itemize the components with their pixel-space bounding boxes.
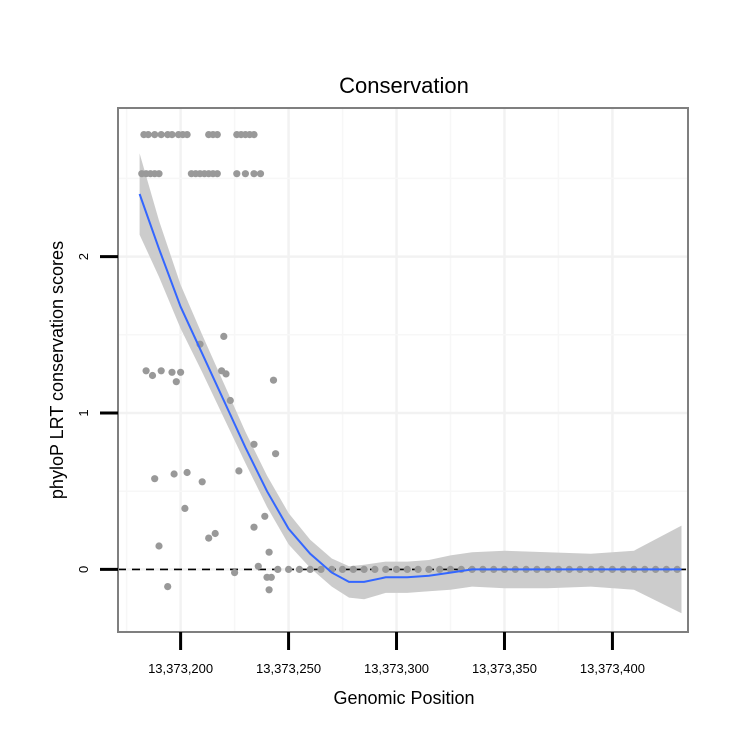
data-point (213, 131, 221, 139)
x-tick-label: 13,373,250 (256, 661, 321, 676)
x-axis: 13,373,200 13,373,250 13,373,300 13,373,350… (148, 632, 645, 676)
plot-panel (117, 107, 689, 633)
data-point (211, 529, 219, 538)
data-point (446, 565, 455, 574)
data-point (371, 565, 379, 574)
grid (118, 108, 688, 632)
data-point (142, 367, 150, 375)
data-point (265, 548, 273, 556)
data-point (157, 131, 165, 139)
data-point (233, 170, 241, 178)
y-axis-label: phyloP LRT conservation scores (47, 241, 67, 499)
data-point (382, 565, 390, 574)
data-point (295, 565, 303, 574)
data-point (198, 478, 206, 486)
data-point (172, 378, 180, 386)
confidence-band (139, 153, 682, 614)
data-point (155, 170, 163, 178)
x-tick-label: 13,373,400 (580, 661, 645, 676)
data-point (170, 470, 178, 478)
data-point (254, 562, 262, 570)
data-point (403, 565, 411, 574)
x-axis-label: Genomic Position (333, 688, 474, 708)
data-point (213, 170, 221, 178)
data-point (250, 440, 258, 448)
chart-title: Conservation (339, 73, 469, 98)
data-point (226, 396, 234, 405)
y-tick-label: 1 (76, 409, 91, 416)
data-point (183, 131, 191, 139)
data-point (274, 565, 282, 574)
data-point (414, 565, 422, 574)
data-point (222, 370, 230, 378)
data-point (360, 565, 368, 574)
data-point (183, 468, 191, 477)
data-point (306, 565, 314, 574)
data-point (148, 371, 157, 380)
y-axis: 0 1 2 (76, 253, 118, 573)
data-point (177, 368, 185, 376)
data-point (261, 512, 269, 520)
data-point (269, 376, 278, 384)
y-tick-label: 2 (76, 253, 91, 260)
data-point (164, 583, 172, 591)
data-point (317, 565, 325, 574)
data-point (168, 131, 176, 139)
data-point (181, 504, 189, 512)
data-point (231, 569, 239, 577)
panel-border (117, 107, 689, 633)
data-point (338, 565, 347, 574)
data-point (436, 565, 444, 574)
data-point (250, 131, 258, 139)
data-point (168, 368, 176, 376)
data-point (144, 131, 152, 139)
data-point (392, 565, 401, 574)
data-point (205, 534, 213, 542)
data-point (157, 367, 165, 375)
x-tick-label: 13,373,200 (148, 661, 213, 676)
data-point (425, 565, 433, 574)
data-point (285, 565, 293, 574)
x-tick-label: 13,373,350 (472, 661, 537, 676)
data-point (265, 586, 273, 594)
y-tick-label: 0 (76, 566, 91, 573)
data-point (349, 565, 357, 574)
data-point (250, 523, 258, 531)
data-point (235, 467, 243, 475)
data-point (241, 170, 249, 178)
data-point (250, 170, 258, 178)
data-point (256, 170, 265, 178)
data-point (155, 542, 163, 550)
data-point (267, 573, 275, 581)
data-point (272, 450, 280, 458)
data-point (220, 332, 228, 340)
data-point (151, 475, 159, 483)
smooth-trend-line (138, 193, 682, 583)
data-point (151, 131, 159, 139)
x-tick-label: 13,373,300 (364, 661, 429, 676)
